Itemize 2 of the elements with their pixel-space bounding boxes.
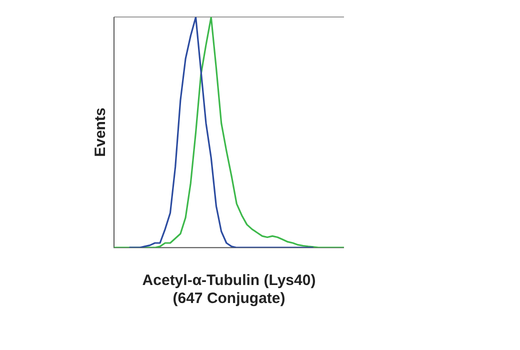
y-axis-title: Events xyxy=(92,108,110,157)
x-axis-title: Acetyl-α-Tubulin (Lys40) (647 Conjugate) xyxy=(142,272,316,308)
